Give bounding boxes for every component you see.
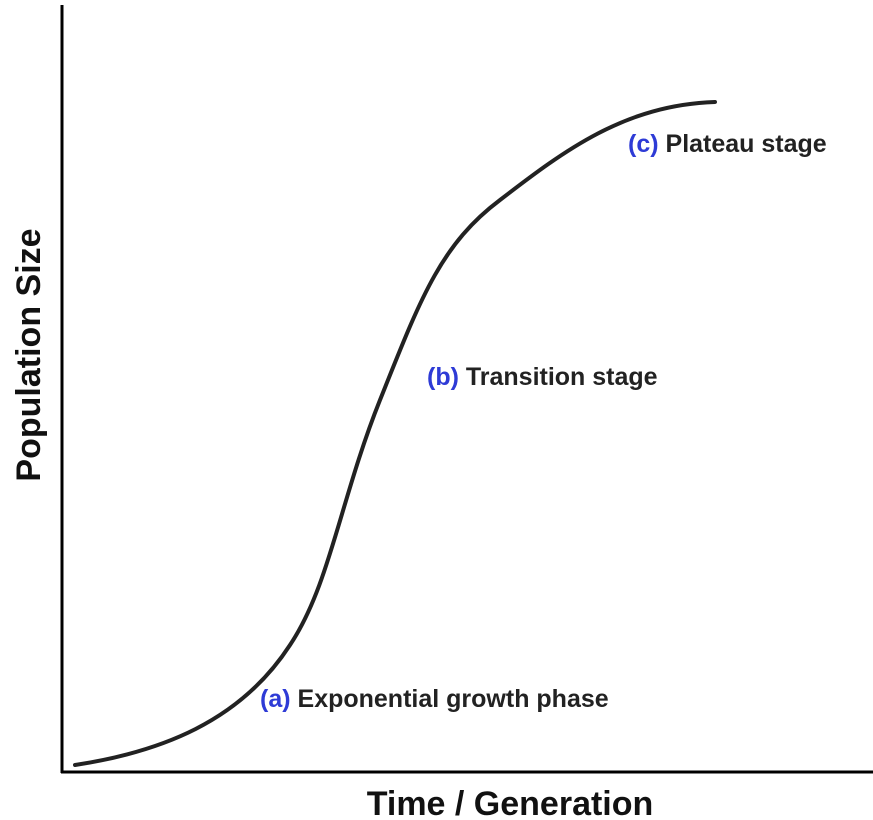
annotation: (a) Exponential growth phase [260,685,609,713]
annotation: (c) Plateau stage [628,130,827,158]
x-axis-label: Time / Generation [367,785,654,820]
annotation-text: Exponential growth phase [298,685,609,713]
annotation-tag: (b) [427,363,459,391]
annotation: (b) Transition stage [427,363,658,391]
annotation-text: Plateau stage [666,130,827,158]
y-axis-label: Population Size [10,228,48,481]
annotation-tag: (a) [260,685,291,713]
growth-curve [73,100,717,767]
annotation-tag: (c) [628,130,659,158]
annotation-text: Transition stage [466,363,658,391]
